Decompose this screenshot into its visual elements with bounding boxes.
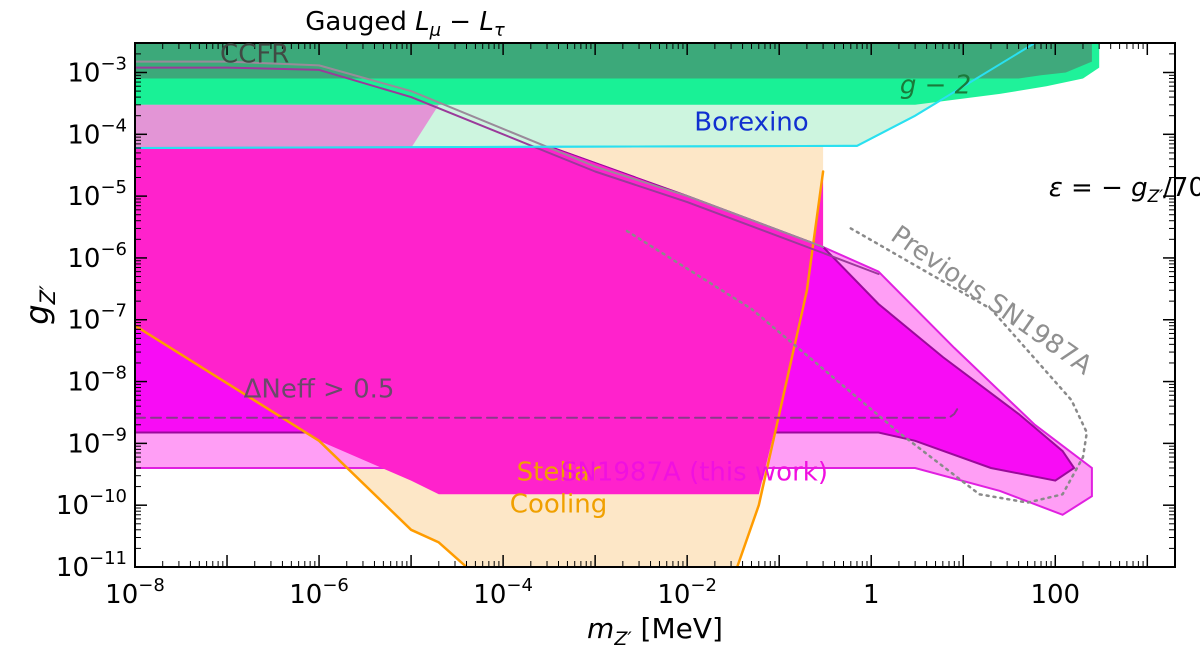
stellar-cooling-label: Stellar Cooling: [510, 458, 607, 520]
bright-magenta-region: [135, 67, 824, 495]
stellar-cooling-boundary: [135, 324, 468, 567]
ccfr-region: [135, 43, 1092, 79]
delta-neff-line-label: ΔNeff > 0.5: [244, 375, 395, 405]
y-tick-label: 10−8: [67, 363, 127, 398]
sn1987a-this-work-dark-label: SN1987A (this work): [561, 458, 828, 488]
x-tick-label: 10−6: [289, 575, 349, 610]
x-tick-label: 10−8: [105, 575, 165, 610]
y-tick-label: 10−4: [67, 115, 127, 150]
ccfr-label: CCFR: [220, 40, 289, 70]
y-tick-label: 10−3: [67, 53, 127, 88]
y-tick-label: 10−5: [67, 177, 127, 212]
g-minus-2-label: g − 2: [900, 70, 971, 100]
epsilon-annotation: ε = − gZ′/70: [1049, 173, 1200, 207]
previous-sn1987a: [621, 227, 1089, 504]
exclusion-regions: [135, 43, 1100, 567]
axis-ticks: 10−8 10−6 10−4 10−2 1 100 10−11 10−10 10−9 10−8 10…: [56, 43, 1175, 610]
magenta-top-band-region: [135, 104, 439, 148]
y-tick-label: 10−7: [67, 301, 127, 336]
upper-boundary-purple: [135, 66, 880, 275]
x-tick-label: 100: [1030, 580, 1080, 610]
y-axis-label: gZ′: [18, 285, 60, 325]
chart-title: Gauged Lμ − Lτ: [305, 7, 505, 41]
x-axis-label: mZ′ [MeV]: [587, 612, 723, 650]
y-tick-label: 10−6: [67, 239, 127, 274]
boundary-lines: [135, 43, 1089, 567]
plot-frame: [134, 42, 1176, 568]
y-tick-label: 10−11: [56, 548, 127, 583]
x-tick-label: 10−2: [657, 575, 717, 610]
borexino-boundary: [135, 43, 1036, 149]
x-tick-label: 10−4: [473, 575, 533, 610]
y-tick-label: 10−9: [67, 424, 127, 459]
stellar-cooling-boundary-right: [735, 170, 825, 567]
borexino-label: Borexino: [694, 108, 808, 138]
upper-boundary-gray: [135, 60, 825, 248]
x-tick-label: 1: [863, 580, 880, 610]
y-tick-label: 10−10: [56, 486, 127, 521]
delta-neff-line: [135, 405, 960, 419]
